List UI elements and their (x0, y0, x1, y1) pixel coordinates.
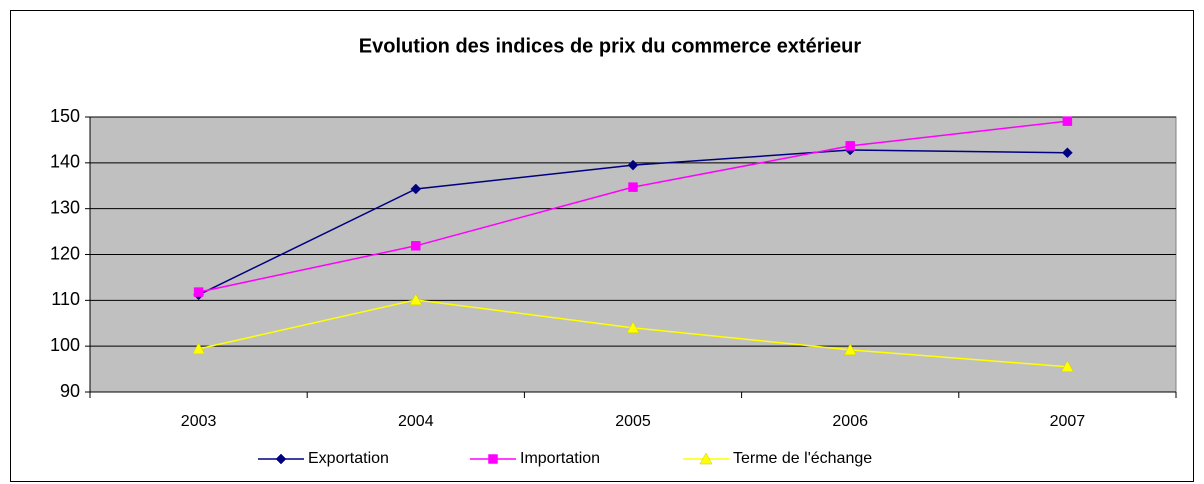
data-point (843, 343, 857, 356)
legend-marker (699, 452, 713, 465)
legend-label: Terme de l'échange (733, 450, 872, 467)
data-point (193, 287, 204, 297)
y-tick-label: 120 (50, 243, 80, 263)
y-tick-label: 130 (50, 197, 80, 217)
data-point (1062, 147, 1073, 159)
y-tick-label: 140 (50, 152, 80, 172)
legend-label: Exportation (308, 450, 389, 467)
chart-title: Evolution des indices de prix du commerc… (359, 35, 862, 57)
data-point (1060, 360, 1074, 373)
x-tick-label: 2004 (398, 413, 434, 430)
data-point (411, 241, 421, 251)
legend-marker (275, 453, 287, 465)
y-tick-label: 90 (60, 381, 80, 401)
data-point (410, 183, 422, 195)
data-point (626, 321, 640, 334)
y-tick-label: 100 (50, 335, 80, 355)
data-point (628, 182, 638, 192)
x-tick-label: 2007 (1050, 413, 1086, 430)
legend-marker (488, 454, 498, 464)
data-point (409, 293, 423, 306)
x-tick-label: 2006 (832, 413, 868, 430)
x-tick-label: 2005 (615, 413, 651, 430)
y-tick-label: 150 (50, 106, 80, 126)
data-point (1062, 116, 1073, 126)
data-point (845, 141, 855, 151)
data-point (192, 342, 206, 355)
x-tick-label: 2003 (181, 413, 217, 430)
y-tick-label: 110 (51, 289, 80, 309)
data-point (627, 159, 639, 171)
legend-label: Importation (520, 450, 600, 467)
